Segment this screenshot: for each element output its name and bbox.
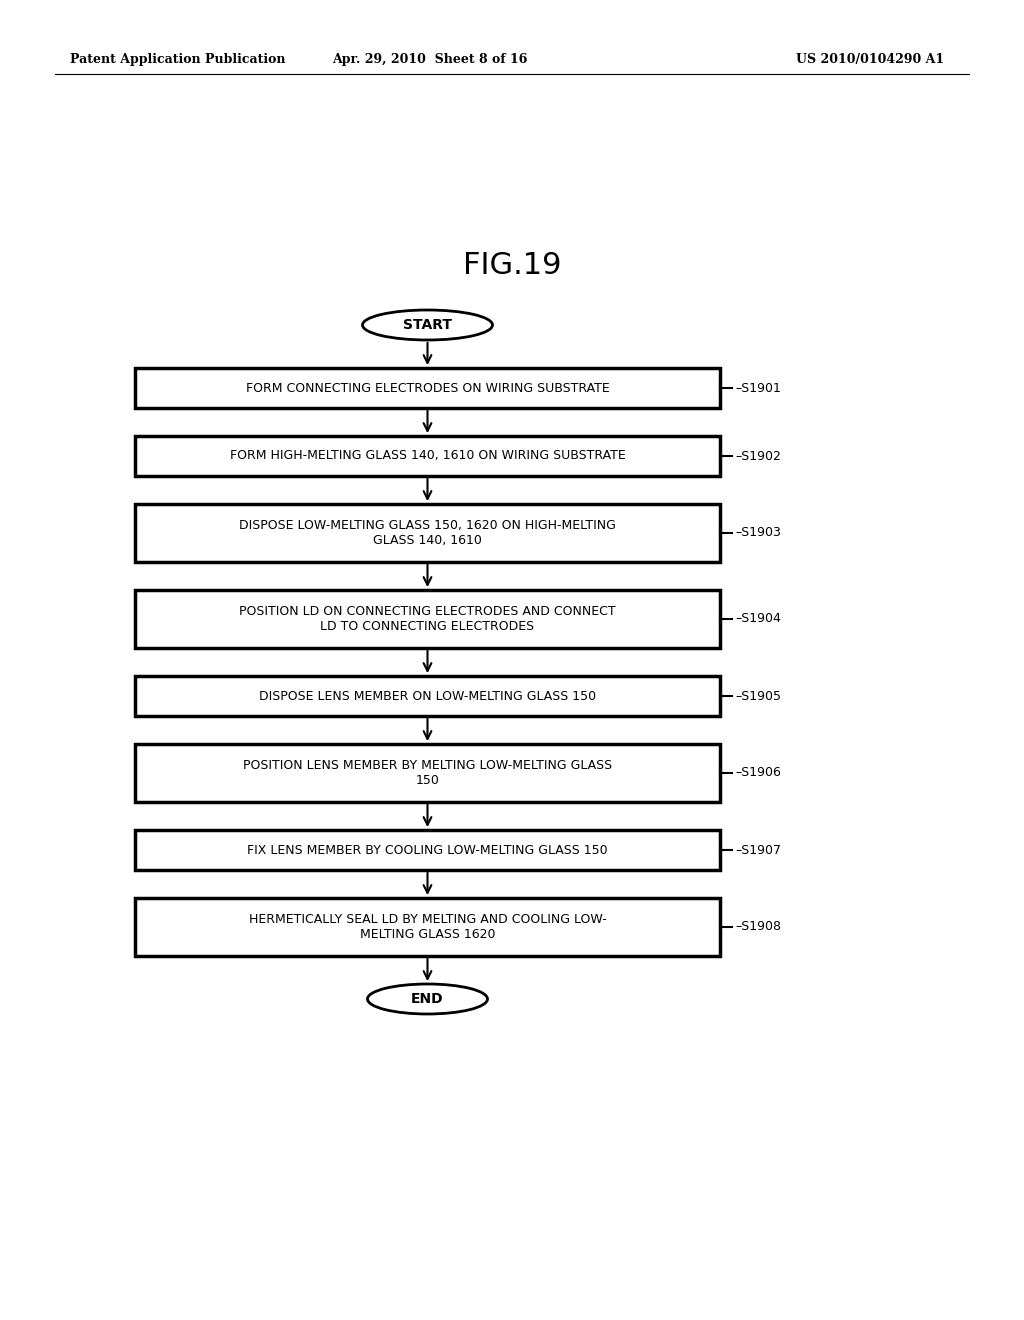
Bar <box>135 504 720 562</box>
Text: Apr. 29, 2010  Sheet 8 of 16: Apr. 29, 2010 Sheet 8 of 16 <box>333 54 527 66</box>
Text: –S1904: –S1904 <box>735 612 781 626</box>
Text: –S1902: –S1902 <box>735 450 781 462</box>
Text: DISPOSE LOW-MELTING GLASS 150, 1620 ON HIGH-MELTING
GLASS 140, 1610: DISPOSE LOW-MELTING GLASS 150, 1620 ON H… <box>239 519 616 546</box>
Bar <box>135 744 720 803</box>
Text: HERMETICALLY SEAL LD BY MELTING AND COOLING LOW-
MELTING GLASS 1620: HERMETICALLY SEAL LD BY MELTING AND COOL… <box>249 913 606 941</box>
Text: –S1901: –S1901 <box>735 381 781 395</box>
Text: US 2010/0104290 A1: US 2010/0104290 A1 <box>796 54 944 66</box>
Text: FIG.19: FIG.19 <box>463 251 561 280</box>
Ellipse shape <box>368 983 487 1014</box>
Text: –S1908: –S1908 <box>735 920 781 933</box>
Text: FIX LENS MEMBER BY COOLING LOW-MELTING GLASS 150: FIX LENS MEMBER BY COOLING LOW-MELTING G… <box>247 843 608 857</box>
Bar <box>135 368 720 408</box>
Text: –S1907: –S1907 <box>735 843 781 857</box>
Bar <box>135 830 720 870</box>
Text: –S1903: –S1903 <box>735 527 781 540</box>
Text: END: END <box>412 993 443 1006</box>
Text: Patent Application Publication: Patent Application Publication <box>70 54 286 66</box>
Bar <box>135 436 720 477</box>
Text: POSITION LENS MEMBER BY MELTING LOW-MELTING GLASS
150: POSITION LENS MEMBER BY MELTING LOW-MELT… <box>243 759 612 787</box>
Text: DISPOSE LENS MEMBER ON LOW-MELTING GLASS 150: DISPOSE LENS MEMBER ON LOW-MELTING GLASS… <box>259 689 596 702</box>
Text: –S1906: –S1906 <box>735 767 781 780</box>
Text: –S1905: –S1905 <box>735 689 781 702</box>
Text: POSITION LD ON CONNECTING ELECTRODES AND CONNECT
LD TO CONNECTING ELECTRODES: POSITION LD ON CONNECTING ELECTRODES AND… <box>240 605 615 634</box>
Text: FORM HIGH-MELTING GLASS 140, 1610 ON WIRING SUBSTRATE: FORM HIGH-MELTING GLASS 140, 1610 ON WIR… <box>229 450 626 462</box>
Bar <box>135 590 720 648</box>
Bar <box>135 898 720 956</box>
Text: START: START <box>403 318 452 333</box>
Ellipse shape <box>362 310 493 341</box>
Bar <box>135 676 720 715</box>
Text: FORM CONNECTING ELECTRODES ON WIRING SUBSTRATE: FORM CONNECTING ELECTRODES ON WIRING SUB… <box>246 381 609 395</box>
